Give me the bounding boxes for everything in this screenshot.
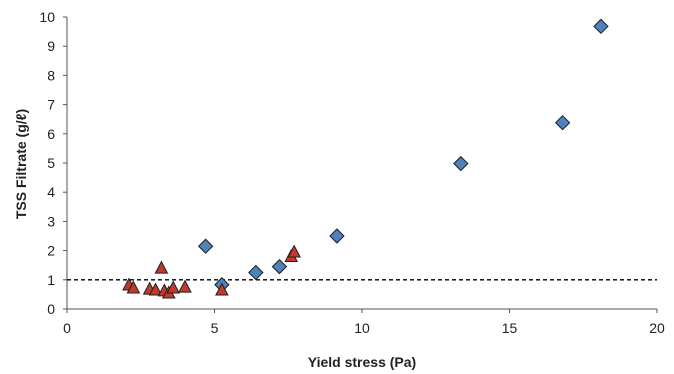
y-tick-label: 7 [47, 97, 55, 113]
y-tick-label: 2 [47, 243, 55, 259]
diamond-marker [197, 238, 214, 254]
y-tick-label: 9 [47, 38, 55, 54]
triangle-marker [126, 280, 141, 294]
x-tick-label: 15 [502, 320, 518, 336]
y-tick-label: 5 [47, 155, 55, 171]
data-points [122, 18, 609, 299]
diamond-marker [593, 18, 609, 35]
diamond-marker [271, 258, 288, 275]
diamond-marker [554, 114, 571, 131]
y-tick-label: 4 [47, 184, 55, 200]
x-tick-label: 5 [211, 320, 219, 336]
y-tick-label: 10 [39, 9, 55, 25]
y-tick-label: 1 [47, 272, 55, 288]
x-tick-label: 10 [354, 320, 370, 336]
y-tick-label: 3 [47, 213, 55, 229]
diamond-marker [248, 264, 264, 281]
y-tick-label: 8 [47, 67, 55, 83]
y-axis-title: TSS Filtrate (g/ℓ) [13, 109, 29, 219]
axes: 0 1 2 3 4 5 6 7 8 9 10 0 5 10 15 20 [39, 9, 665, 336]
x-tick-label: 0 [63, 320, 71, 336]
triangle-marker [166, 280, 181, 294]
x-axis-title: Yield stress (Pa) [308, 354, 416, 370]
triangle-marker [154, 260, 169, 274]
triangle-marker [215, 282, 229, 296]
x-tick-label: 20 [649, 320, 665, 336]
triangle-marker [178, 279, 192, 293]
triangle-marker [287, 244, 301, 258]
triangle-marker [148, 282, 163, 296]
y-tick-label: 0 [47, 301, 55, 317]
diamond-marker [453, 155, 469, 172]
diamond-marker [329, 228, 345, 244]
y-tick-label: 6 [47, 126, 55, 142]
